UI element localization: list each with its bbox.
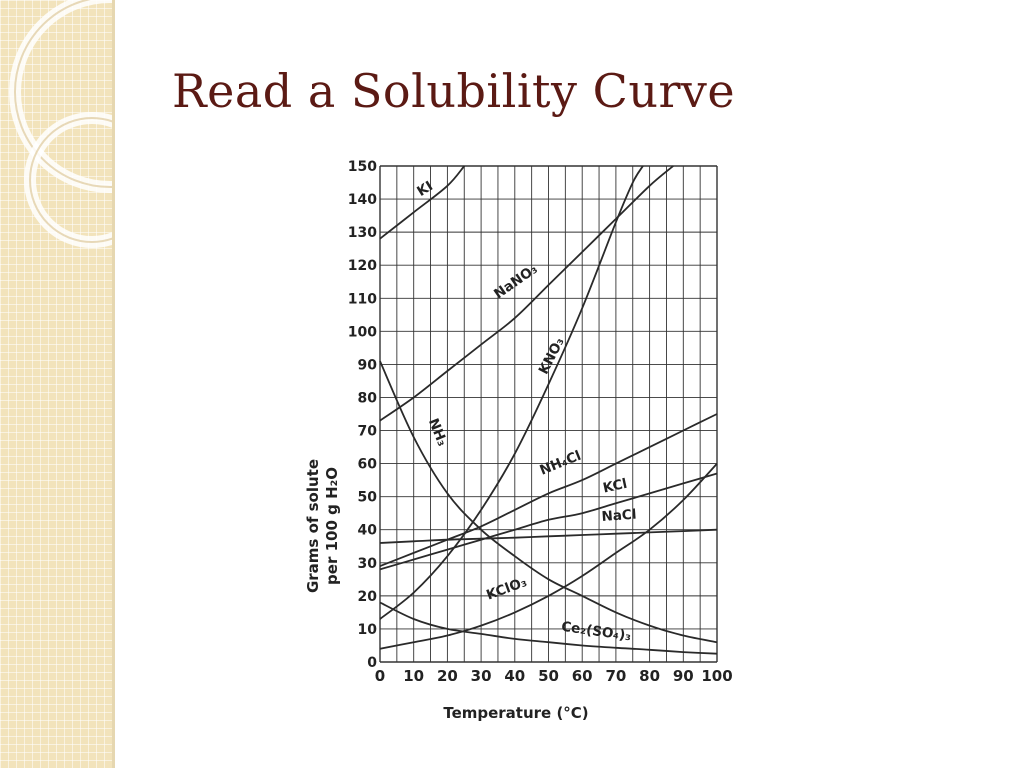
decorative-sidebar <box>0 0 112 768</box>
x-tick-label: 90 <box>673 667 694 685</box>
y-tick-label: 130 <box>348 225 377 241</box>
curve-label-nh: NH₃ <box>425 416 451 449</box>
y-tick-label: 120 <box>348 258 377 274</box>
series-line-nano <box>379 165 674 422</box>
series-line-nh-cl <box>379 413 718 567</box>
y-tick-label: 10 <box>358 622 378 638</box>
x-tick-label: 60 <box>572 667 593 685</box>
solubility-chart: 0 10 20 30 40 50 60 70 80 90 100 0 10 20 30 40 50 60 70 80 9… <box>304 159 733 722</box>
y-tick-label: 80 <box>358 390 378 406</box>
x-axis-label: Temperature (°C) <box>443 704 588 722</box>
y-tick-label: 30 <box>358 556 378 572</box>
x-tick-label: 100 <box>701 667 732 685</box>
x-tick-label: 80 <box>639 667 660 685</box>
slide-title: Read a Solubility Curve <box>172 64 736 118</box>
y-tick-label: 0 <box>367 655 377 671</box>
y-tick-label: 40 <box>358 523 378 539</box>
curve-label-kcl: KCl <box>601 476 628 497</box>
series-line-nacl <box>379 528 718 544</box>
x-tick-label: 10 <box>403 667 424 685</box>
series-line-ki <box>379 165 465 240</box>
y-tick-label: 20 <box>358 589 378 605</box>
y-tick-label: 100 <box>348 324 377 340</box>
x-tick-label: 30 <box>471 667 492 685</box>
decorative-rings <box>9 0 112 248</box>
curve-label-nano: NaNO₃ <box>491 261 540 302</box>
x-tick-label: 50 <box>538 667 559 685</box>
x-tick-label: 70 <box>605 667 626 685</box>
y-tick-label: 140 <box>348 192 377 208</box>
y-tick-label: 150 <box>348 159 377 175</box>
chart-ticks: 0 10 20 30 40 50 60 70 80 90 100 0 10 20 30 40 50 60 70 80 9… <box>348 159 733 685</box>
curve-label-kclo: KClO₃ <box>484 574 529 603</box>
chart-series <box>379 165 718 655</box>
y-tick-label: 50 <box>358 490 378 506</box>
y-tick-label: 70 <box>358 424 378 440</box>
curve-label-nh-cl: NH₄Cl <box>538 448 584 479</box>
curve-label-kno: KNO₃ <box>536 335 568 377</box>
x-tick-label: 0 <box>375 667 385 685</box>
y-axis-label: Grams of solute per 100 g H₂O <box>304 459 341 593</box>
y-tick-label: 90 <box>358 357 378 373</box>
y-axis-label-line1: Grams of solute <box>304 459 322 593</box>
y-axis-label-line2: per 100 g H₂O <box>323 467 341 585</box>
curve-label-nacl: NaCl <box>601 507 637 525</box>
y-tick-label: 60 <box>358 457 378 473</box>
x-tick-label: 40 <box>504 667 525 685</box>
x-tick-label: 20 <box>437 667 458 685</box>
series-line-kcl <box>379 472 718 571</box>
curve-label-ki: KI <box>414 178 436 200</box>
sidebar-edge <box>112 0 115 768</box>
series-line-ce-so <box>379 601 718 655</box>
series-line-kclo <box>379 462 718 650</box>
series-line-nh <box>379 360 718 644</box>
curve-label-ce-so: Ce₂(SO₄)₃ <box>560 619 632 645</box>
chart-grid <box>379 165 718 663</box>
series-line-kno <box>379 165 644 620</box>
y-tick-label: 110 <box>348 291 377 307</box>
